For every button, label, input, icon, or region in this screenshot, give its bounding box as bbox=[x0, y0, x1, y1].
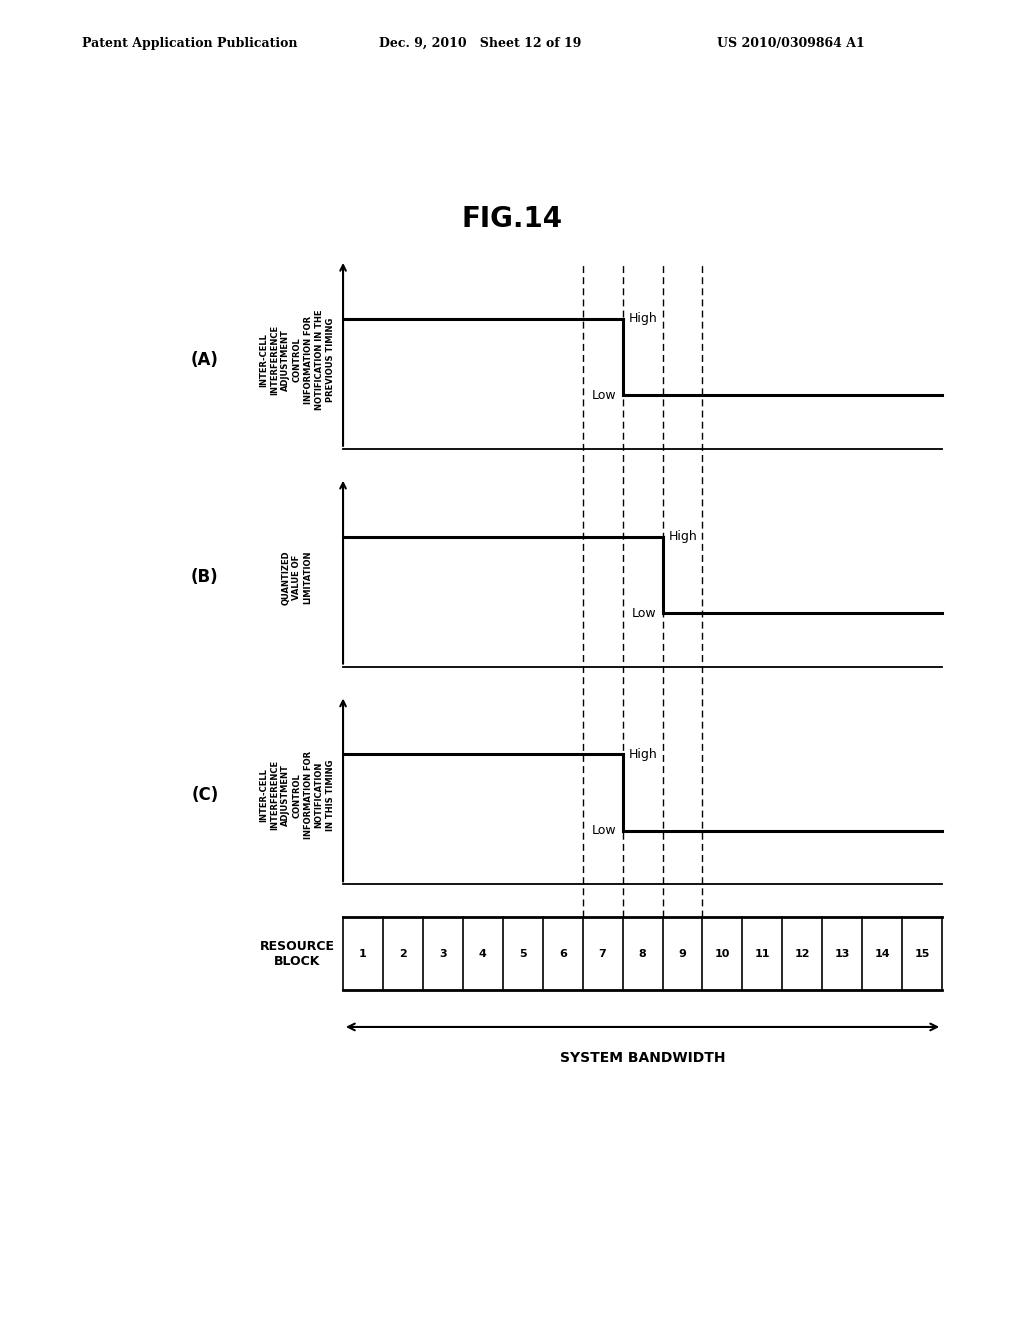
Text: Low: Low bbox=[632, 607, 656, 619]
Text: (B): (B) bbox=[191, 569, 218, 586]
Text: 12: 12 bbox=[795, 949, 810, 958]
Text: Patent Application Publication: Patent Application Publication bbox=[82, 37, 297, 50]
Text: US 2010/0309864 A1: US 2010/0309864 A1 bbox=[717, 37, 864, 50]
Text: (A): (A) bbox=[190, 351, 219, 368]
Text: 13: 13 bbox=[835, 949, 850, 958]
Text: 3: 3 bbox=[439, 949, 446, 958]
Text: 1: 1 bbox=[359, 949, 367, 958]
Text: 14: 14 bbox=[874, 949, 890, 958]
Text: RESOURCE
BLOCK: RESOURCE BLOCK bbox=[260, 940, 335, 968]
Text: 4: 4 bbox=[479, 949, 486, 958]
Text: Low: Low bbox=[592, 389, 616, 401]
Text: QUANTIZED
VALUE OF
LIMITATION: QUANTIZED VALUE OF LIMITATION bbox=[282, 550, 312, 605]
Text: 15: 15 bbox=[914, 949, 930, 958]
Text: 9: 9 bbox=[679, 949, 686, 958]
Text: Low: Low bbox=[592, 825, 616, 837]
Text: (C): (C) bbox=[191, 787, 218, 804]
Text: 5: 5 bbox=[519, 949, 526, 958]
Text: SYSTEM BANDWIDTH: SYSTEM BANDWIDTH bbox=[560, 1051, 725, 1065]
Text: 7: 7 bbox=[599, 949, 606, 958]
Text: 11: 11 bbox=[755, 949, 770, 958]
Text: FIG.14: FIG.14 bbox=[462, 205, 562, 232]
Text: High: High bbox=[669, 531, 697, 543]
Text: 2: 2 bbox=[399, 949, 407, 958]
Text: Dec. 9, 2010   Sheet 12 of 19: Dec. 9, 2010 Sheet 12 of 19 bbox=[379, 37, 582, 50]
Text: INTER-CELL
INTERFERENCE
ADJUSTMENT
CONTROL
INFORMATION FOR
NOTIFICATION IN THE
P: INTER-CELL INTERFERENCE ADJUSTMENT CONTR… bbox=[259, 309, 335, 411]
Text: High: High bbox=[629, 748, 657, 760]
Text: INTER-CELL
INTERFERENCE
ADJUSTMENT
CONTROL
INFORMATION FOR
NOTIFICATION
IN THIS : INTER-CELL INTERFERENCE ADJUSTMENT CONTR… bbox=[259, 751, 335, 840]
Text: 10: 10 bbox=[715, 949, 730, 958]
Text: 8: 8 bbox=[639, 949, 646, 958]
Text: High: High bbox=[629, 313, 657, 325]
Text: 6: 6 bbox=[559, 949, 566, 958]
